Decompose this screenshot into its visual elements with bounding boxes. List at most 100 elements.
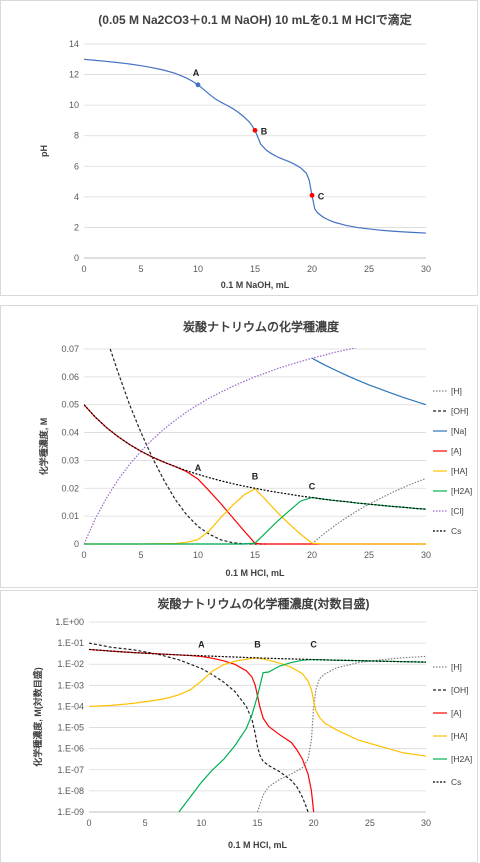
- y-tick-label: 1.E-04: [57, 701, 84, 711]
- y-tick-label: 8: [74, 131, 79, 141]
- y-tick-label: 1.E-05: [57, 723, 84, 733]
- log-concentration-chart-svg: 炭酸ナトリウムの化学種濃度(対数目盛) 1.E-09 1.E-08 1.E-07 1.E…: [32, 596, 472, 850]
- legend-label: [H]: [451, 386, 462, 396]
- point-label-b: B: [261, 126, 268, 136]
- y-tick-label: 0: [74, 539, 79, 549]
- y-tick-label: 10: [69, 100, 79, 110]
- legend-label: [HA]: [451, 731, 468, 741]
- legend-label: Cs: [451, 526, 461, 536]
- legend-label: [HA]: [451, 466, 468, 476]
- x-axis-label: 0.1 M HCl, mL: [225, 568, 285, 578]
- y-tick-label: 1.E-09: [57, 807, 84, 817]
- y-tick-label: 1.E-06: [57, 744, 84, 754]
- point-label-c: C: [318, 191, 325, 201]
- y-tick-label: 0.04: [61, 428, 79, 438]
- ph-titration-chart: (0.05 M Na2CO3＋0.1 M NaOH) 10 mLを0.1 M H…: [0, 0, 478, 296]
- y-tick-label: 0: [74, 253, 79, 263]
- y-tick-label: 1.E-02: [57, 659, 84, 669]
- x-tick-label: 0: [81, 550, 86, 560]
- point-marker-a: [195, 82, 201, 88]
- chart-title: 炭酸ナトリウムの化学種濃度(対数目盛): [158, 596, 370, 611]
- x-tick-label: 10: [193, 550, 203, 560]
- series-line-ha: [89, 657, 426, 757]
- point-marker-c: [309, 192, 315, 198]
- x-tick-label: 20: [307, 550, 317, 560]
- ph-chart-svg: (0.05 M Na2CO3＋0.1 M NaOH) 10 mLを0.1 M H…: [39, 12, 431, 290]
- y-tick-label: 0.07: [61, 344, 79, 354]
- y-tick-label: 1.E-01: [57, 638, 84, 648]
- y-tick-label: 1.E-08: [57, 786, 84, 796]
- x-tick-label: 5: [138, 264, 143, 274]
- x-tick-label: 25: [364, 264, 374, 274]
- point-label-b: B: [252, 471, 259, 481]
- point-label-a: A: [195, 463, 202, 473]
- x-axis-label: 0.1 M HCl, mL: [228, 840, 288, 850]
- point-label-b: B: [254, 639, 261, 649]
- y-tick-label: 14: [69, 39, 79, 49]
- series-line-h2a: [178, 658, 426, 813]
- point-label-c: C: [310, 639, 317, 649]
- legend-label: [A]: [451, 708, 461, 718]
- series-line-cl: [84, 348, 358, 545]
- legend-label: Cs: [451, 777, 461, 787]
- x-tick-label: 10: [193, 264, 203, 274]
- x-tick-label: 15: [250, 264, 260, 274]
- x-tick-label: 5: [138, 550, 143, 560]
- series-line-oh: [89, 642, 309, 813]
- series-line-ph: [84, 58, 426, 234]
- point-label-c: C: [309, 482, 316, 492]
- x-tick-label: 20: [307, 264, 317, 274]
- x-tick-label: 30: [421, 818, 431, 828]
- series-line-oh: [109, 348, 267, 545]
- chart-title: 炭酸ナトリウムの化学種濃度: [183, 319, 340, 334]
- y-tick-label: 0.01: [61, 511, 79, 521]
- x-tick-label: 5: [143, 818, 148, 828]
- species-log-concentration-chart: 炭酸ナトリウムの化学種濃度(対数目盛) 1.E-09 1.E-08 1.E-07 1.E…: [0, 590, 478, 863]
- legend-label: [H]: [451, 662, 462, 672]
- concentration-chart-svg: 炭酸ナトリウムの化学種濃度 0 0.01 0.02 0.03 0.04 0.05 0.06 0.…: [38, 319, 472, 578]
- y-axis-label: 化学種濃度, M: [38, 418, 49, 476]
- y-tick-label: 0.02: [61, 483, 79, 493]
- y-tick-label: 6: [74, 161, 79, 171]
- legend-label: [Na]: [451, 426, 467, 436]
- y-tick-label: 12: [69, 70, 79, 80]
- x-tick-label: 10: [196, 818, 206, 828]
- point-label-a: A: [198, 639, 205, 649]
- x-tick-label: 0: [81, 264, 86, 274]
- series-line-cs: [84, 404, 426, 510]
- y-axis-label: pH: [39, 145, 49, 157]
- x-tick-label: 15: [250, 550, 260, 560]
- legend-label: [A]: [451, 446, 461, 456]
- species-concentration-chart: 炭酸ナトリウムの化学種濃度 0 0.01 0.02 0.03 0.04 0.05 0.06 0.…: [0, 305, 478, 588]
- x-tick-label: 20: [309, 818, 319, 828]
- series-line-ha: [84, 488, 426, 545]
- series-line-na: [311, 357, 426, 406]
- legend-label: [H2A]: [451, 754, 472, 764]
- point-label-a: A: [193, 68, 200, 78]
- y-tick-label: 1.E+00: [55, 617, 84, 627]
- legend-label: [OH]: [451, 406, 468, 416]
- series-line-cs: [89, 648, 426, 663]
- y-tick-label: 4: [74, 192, 79, 202]
- x-tick-label: 0: [86, 818, 91, 828]
- chart-title: (0.05 M Na2CO3＋0.1 M NaOH) 10 mLを0.1 M H…: [98, 12, 411, 27]
- y-tick-label: 0.03: [61, 455, 79, 465]
- x-axis-label: 0.1 M NaOH, mL: [221, 280, 290, 290]
- y-tick-label: 1.E-07: [57, 765, 84, 775]
- x-tick-label: 25: [364, 550, 374, 560]
- y-tick-label: 2: [74, 222, 79, 232]
- x-tick-label: 25: [365, 818, 375, 828]
- y-tick-label: 1.E-03: [57, 680, 84, 690]
- series-line-h: [256, 655, 426, 813]
- point-marker-b: [252, 127, 258, 133]
- y-tick-label: 0.06: [61, 372, 79, 382]
- legend-label: [Cl]: [451, 506, 464, 516]
- legend-label: [H2A]: [451, 486, 472, 496]
- legend-label: [OH]: [451, 685, 468, 695]
- x-tick-label: 30: [421, 264, 431, 274]
- y-axis-label: 化学種濃度, M(対数目盛): [32, 667, 43, 767]
- y-tick-label: 0.05: [61, 400, 79, 410]
- x-tick-label: 30: [421, 550, 431, 560]
- series-line-a: [89, 648, 315, 813]
- x-tick-label: 15: [252, 818, 262, 828]
